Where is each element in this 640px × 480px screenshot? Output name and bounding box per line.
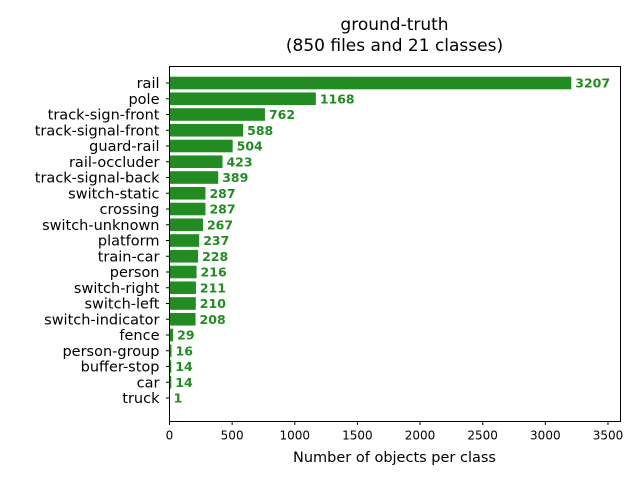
value-label-track-sign-front: 762: [269, 107, 295, 122]
bar-switch-right: [169, 281, 196, 295]
value-label-crossing: 287: [209, 202, 235, 217]
value-label-switch-unknown: 267: [207, 217, 233, 232]
value-label-switch-indicator: 208: [200, 312, 226, 327]
value-label-fence: 29: [177, 328, 194, 343]
x-tick-label-1000: 1000: [280, 429, 311, 443]
value-label-buffer-stop: 14: [175, 359, 193, 374]
bar-track-signal-back: [169, 171, 219, 184]
y-tick-label-track-sign-front: track-sign-front: [48, 108, 160, 124]
value-label-switch-static: 287: [209, 186, 235, 201]
bar-train-car: [169, 249, 199, 263]
y-tick-label-person-group: person-group: [62, 344, 159, 360]
chart-subtitle: (850 files and 21 classes): [286, 36, 503, 56]
value-label-rail: 3207: [575, 76, 610, 91]
y-tick-label-switch-indicator: switch-indicator: [44, 312, 159, 328]
y-tick-label-buffer-stop: buffer-stop: [81, 360, 160, 376]
y-tick-labels-group: railpoletrack-sign-fronttrack-signal-fro…: [35, 76, 170, 407]
y-tick-label-person: person: [110, 265, 160, 281]
bar-switch-indicator: [169, 312, 196, 326]
value-labels-group: 3207116876258850442338928728726723722821…: [174, 76, 610, 406]
bar-pole: [169, 92, 316, 106]
bar-switch-unknown: [169, 218, 203, 232]
value-label-rail-occluder: 423: [226, 154, 252, 169]
x-tick-label-3000: 3000: [530, 429, 561, 443]
value-label-person: 216: [201, 265, 227, 280]
y-tick-label-car: car: [137, 375, 160, 391]
y-tick-label-switch-right: switch-right: [74, 281, 160, 297]
bar-fence: [169, 328, 174, 342]
value-label-switch-left: 210: [200, 296, 226, 311]
x-tick-label-3500: 3500: [593, 429, 624, 443]
y-tick-label-rail-occluder: rail-occluder: [69, 155, 160, 171]
bar-rail: [169, 76, 572, 90]
plot-frame: [169, 66, 621, 422]
x-tick-label-500: 500: [221, 429, 244, 443]
chart-title: ground-truth: [340, 15, 448, 35]
x-axis-label: Number of objects per class: [293, 450, 496, 466]
x-tick-label-1500: 1500: [342, 429, 373, 443]
bar-person-group: [169, 344, 172, 358]
y-tick-label-switch-left: switch-left: [84, 297, 159, 313]
bar-crossing: [169, 202, 206, 216]
bar-person: [169, 265, 197, 279]
bar-track-sign-front: [169, 108, 265, 121]
bar-switch-static: [169, 186, 206, 200]
x-ticks-group: 0 500 1000 1500 2000 2500 3000 3500: [166, 421, 624, 443]
bar-track-signal-front: [169, 123, 244, 137]
value-label-person-group: 16: [176, 343, 194, 358]
y-tick-label-switch-static: switch-static: [68, 186, 159, 202]
value-label-truck: 1: [174, 391, 183, 406]
bar-buffer-stop: [169, 360, 172, 373]
value-label-guard-rail: 504: [237, 139, 263, 154]
y-tick-label-switch-unknown: switch-unknown: [42, 218, 159, 234]
value-label-track-signal-front: 588: [247, 123, 273, 138]
y-tick-label-truck: truck: [122, 391, 160, 407]
x-tick-label-0: 0: [166, 429, 174, 443]
y-tick-label-track-signal-front: track-signal-front: [35, 123, 160, 139]
bar-car: [169, 375, 172, 389]
y-tick-label-guard-rail: guard-rail: [89, 139, 159, 155]
bar-platform: [169, 234, 200, 247]
bars-group: [169, 76, 572, 405]
value-label-pole: 1168: [320, 91, 355, 106]
y-tick-label-rail: rail: [137, 76, 160, 92]
y-tick-label-fence: fence: [119, 328, 159, 344]
x-tick-label-2500: 2500: [467, 429, 498, 443]
x-tick-label-2000: 2000: [405, 429, 436, 443]
y-tick-label-track-signal-back: track-signal-back: [35, 171, 160, 187]
bar-guard-rail: [169, 139, 233, 153]
value-label-platform: 237: [203, 233, 229, 248]
y-tick-label-platform: platform: [98, 234, 160, 250]
value-label-switch-right: 211: [200, 280, 226, 295]
y-tick-label-crossing: crossing: [99, 202, 159, 218]
y-tick-label-train-car: train-car: [98, 249, 160, 265]
value-label-car: 14: [175, 375, 193, 390]
value-label-track-signal-back: 389: [222, 170, 248, 185]
y-tick-label-pole: pole: [128, 92, 159, 108]
bar-switch-left: [169, 297, 196, 310]
bar-rail-occluder: [169, 155, 223, 169]
value-label-train-car: 228: [202, 249, 228, 264]
